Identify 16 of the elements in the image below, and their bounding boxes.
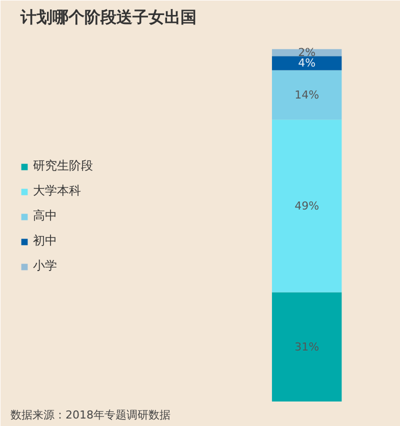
bar <box>272 292 342 402</box>
bar <box>272 120 342 292</box>
source-note: 数据来源：2018年专题调研数据 <box>10 408 170 422</box>
data-label: 2% <box>298 46 316 60</box>
legend-label: 大学本科 <box>33 182 81 200</box>
legend-label: 高中 <box>33 208 57 224</box>
data-label: 49% <box>294 199 320 212</box>
text: 计划哪个阶段送子女出国 <box>20 8 196 26</box>
bar <box>272 70 342 120</box>
legend-label: 初中 <box>33 232 57 250</box>
data-label: 31% <box>294 340 320 354</box>
data-label: 14% <box>294 88 320 102</box>
bar <box>272 56 342 70</box>
legend-label: 研究生阶段 <box>33 158 93 174</box>
legend-label: 小学 <box>33 258 57 274</box>
data-label: 4% <box>298 56 316 70</box>
